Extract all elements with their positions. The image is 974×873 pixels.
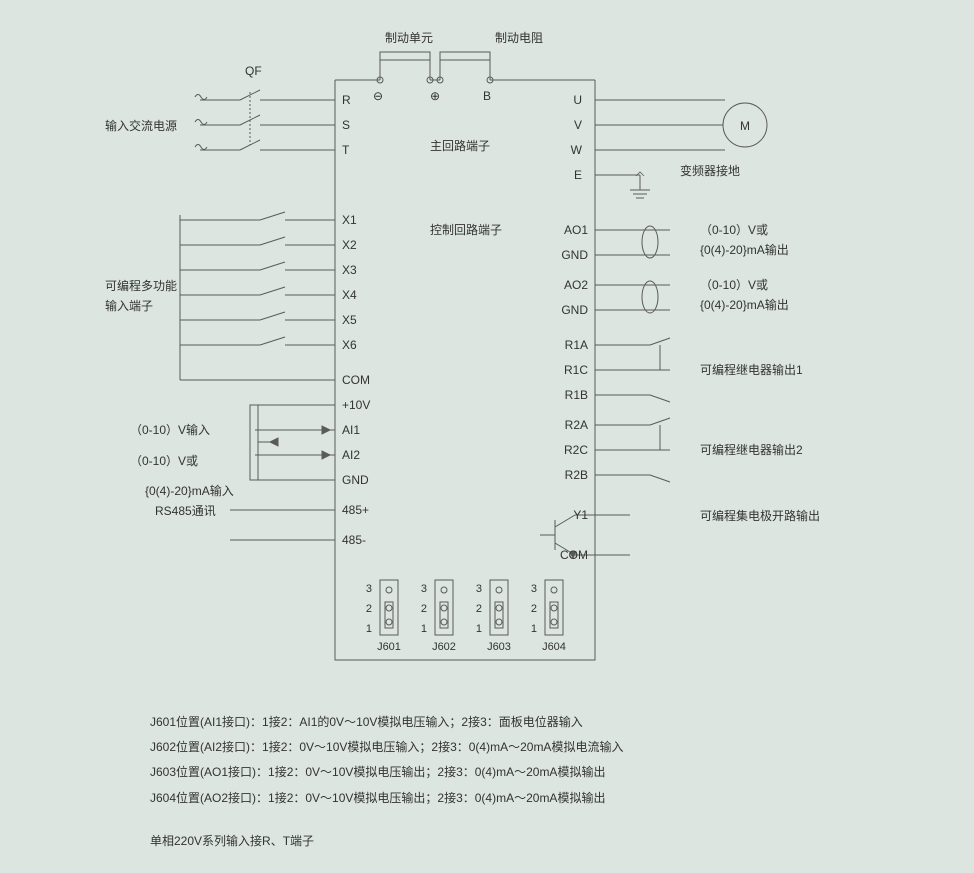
svg-text:W: W [571, 143, 583, 157]
svg-text:J602: J602 [432, 641, 456, 653]
svg-text:⊖: ⊖ [373, 89, 383, 103]
svg-text:⊕: ⊕ [430, 89, 440, 103]
analog-in [250, 405, 335, 480]
svg-text:COM: COM [560, 548, 588, 562]
svg-text:X4: X4 [342, 288, 357, 302]
note-j604: J604位置(AO2接口)：1接2：0V～10V模拟电压输出；2接3：0(4)m… [150, 786, 623, 811]
svg-text:可编程继电器输出2: 可编程继电器输出2 [700, 442, 803, 457]
svg-text:E: E [574, 168, 582, 182]
svg-text:{0(4)-20}mA输入: {0(4)-20}mA输入 [145, 483, 234, 498]
svg-text:控制回路端子: 控制回路端子 [430, 222, 502, 237]
svg-text:RS485通讯: RS485通讯 [155, 504, 216, 518]
svg-text:X2: X2 [342, 238, 357, 252]
svg-text:AI2: AI2 [342, 448, 360, 462]
svg-text:（0-10）V或: （0-10）V或 [700, 223, 768, 237]
svg-text:T: T [342, 143, 350, 157]
svg-text:COM: COM [342, 373, 370, 387]
brake-res-label: 制动电阻 [495, 31, 543, 45]
inv-ground-label: 变频器接地 [680, 163, 740, 178]
svg-text:3: 3 [531, 583, 537, 595]
svg-text:R2B: R2B [565, 468, 588, 482]
svg-text:1: 1 [421, 623, 427, 635]
svg-text:485-: 485- [342, 533, 366, 547]
motor-output [595, 100, 767, 198]
svg-text:可编程继电器输出1: 可编程继电器输出1 [700, 362, 803, 377]
svg-text:AO2: AO2 [564, 278, 588, 292]
svg-text:B: B [483, 89, 491, 103]
notes: J601位置(AI1接口)：1接2：AI1的0V～10V模拟电压输入；2接3：面… [150, 710, 623, 854]
svg-text:3: 3 [421, 583, 427, 595]
svg-text:X6: X6 [342, 338, 357, 352]
svg-text:J604: J604 [542, 641, 566, 653]
qf-label: QF [245, 64, 262, 78]
svg-text:3: 3 [366, 583, 372, 595]
svg-text:X3: X3 [342, 263, 357, 277]
svg-text:（0-10）V或: （0-10）V或 [700, 278, 768, 292]
svg-text:1: 1 [476, 623, 482, 635]
svg-text:U: U [573, 93, 582, 107]
svg-text:Y1: Y1 [573, 508, 588, 522]
ac-input-group [195, 90, 335, 150]
svg-text:485+: 485+ [342, 503, 369, 517]
relay2 [595, 418, 670, 482]
main-box [335, 80, 595, 660]
svg-text:3: 3 [476, 583, 482, 595]
svg-text:2: 2 [476, 603, 482, 615]
analog-out [595, 226, 670, 313]
svg-text:AO1: AO1 [564, 223, 588, 237]
svg-text:X1: X1 [342, 213, 357, 227]
svg-text:R1C: R1C [564, 363, 588, 377]
svg-text:J601: J601 [377, 641, 401, 653]
rs485 [230, 510, 335, 540]
note-j603: J603位置(AO1接口)：1接2：0V～10V模拟电压输出；2接3：0(4)m… [150, 760, 623, 785]
x-inputs [180, 212, 335, 380]
svg-text:输入端子: 输入端子 [105, 298, 153, 313]
note-single-phase: 单相220V系列输入接R、T端子 [150, 829, 623, 854]
svg-text:R: R [342, 93, 351, 107]
svg-text:S: S [342, 118, 350, 132]
svg-text:X5: X5 [342, 313, 357, 327]
main-term-label: 主回路端子 [430, 138, 490, 153]
motor-label: M [740, 119, 750, 133]
svg-text:GND: GND [342, 473, 369, 487]
svg-text:R1B: R1B [565, 388, 588, 402]
relay1 [595, 338, 670, 402]
svg-text:AI1: AI1 [342, 423, 360, 437]
ac-input-label: 输入交流电源 [105, 118, 177, 133]
svg-text:1: 1 [531, 623, 537, 635]
svg-text:R2C: R2C [564, 443, 588, 457]
svg-text:{0(4)-20}mA输出: {0(4)-20}mA输出 [700, 242, 789, 257]
svg-text:2: 2 [421, 603, 427, 615]
svg-text:GND: GND [561, 303, 588, 317]
svg-text:GND: GND [561, 248, 588, 262]
svg-text:可编程集电极开路输出: 可编程集电极开路输出 [700, 508, 820, 523]
svg-text:J603: J603 [487, 641, 511, 653]
svg-text:2: 2 [531, 603, 537, 615]
svg-text:{0(4)-20}mA输出: {0(4)-20}mA输出 [700, 297, 789, 312]
svg-text:V: V [574, 118, 582, 132]
svg-text:（0-10）V输入: （0-10）V输入 [130, 422, 210, 437]
wiring-diagram: 制动单元 制动电阻 QF 输入交流电源 ⊖ ⊕ B 主回路端子 R S T U … [0, 0, 974, 700]
svg-text:R2A: R2A [565, 418, 588, 432]
note-j602: J602位置(AI2接口)：1接2：0V～10V模拟电压输入；2接3：0(4)m… [150, 735, 623, 760]
svg-text:可编程多功能: 可编程多功能 [105, 278, 177, 293]
svg-text:2: 2 [366, 603, 372, 615]
svg-text:+10V: +10V [342, 398, 370, 412]
svg-text:（0-10）V或: （0-10）V或 [130, 454, 198, 468]
note-j601: J601位置(AI1接口)：1接2：AI1的0V～10V模拟电压输入；2接3：面… [150, 710, 623, 735]
svg-text:R1A: R1A [565, 338, 588, 352]
brake-unit-label: 制动单元 [385, 31, 433, 45]
svg-text:1: 1 [366, 623, 372, 635]
